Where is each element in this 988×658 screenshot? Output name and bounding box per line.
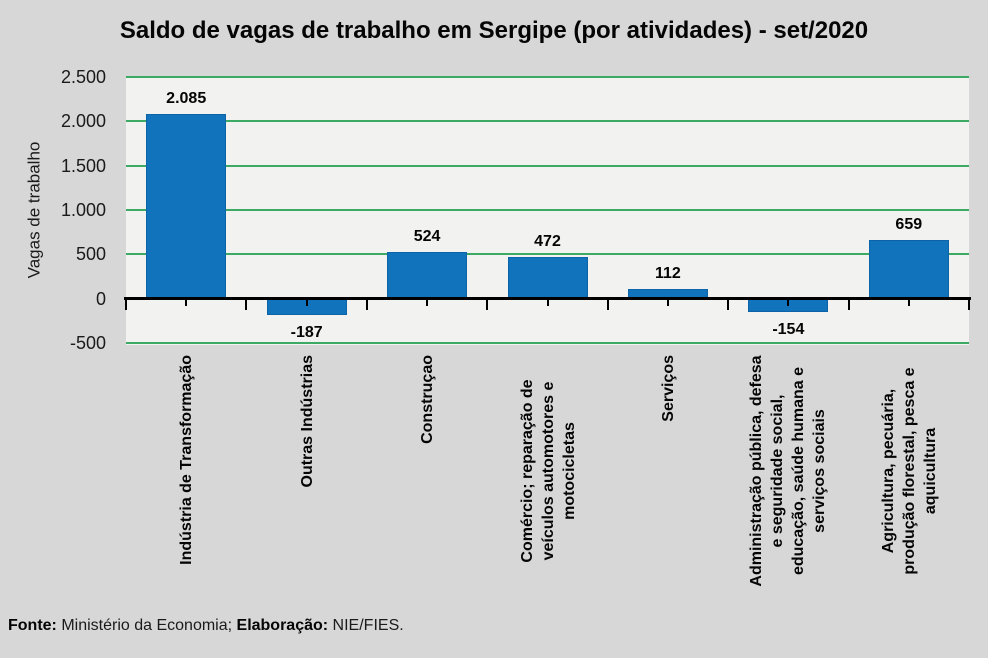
bar-value-label: 472 [534, 232, 561, 250]
bar-value-label: 659 [895, 216, 923, 234]
elaboration-label: Elaboração: [236, 617, 329, 634]
y-tick-label: 500 [75, 244, 106, 265]
axis-tick [305, 297, 308, 307]
axis-tick [426, 297, 429, 307]
elaboration-value: NIE/FIES. [328, 617, 404, 634]
category-label: Administração pública, defesa e segurida… [742, 355, 834, 600]
axis-tick [968, 297, 970, 311]
gridline [126, 164, 969, 167]
y-tick-label: -500 [69, 333, 106, 353]
bar [868, 240, 949, 299]
bar [266, 298, 347, 316]
category-label: Outras Indústrias [261, 355, 353, 600]
category-label: Indústria de Transformação [140, 355, 232, 600]
bar-value-label: 524 [413, 228, 441, 246]
bar [507, 256, 588, 299]
category-label: Construçao [381, 355, 473, 600]
category-label-text: Outras Indústrias [298, 355, 316, 488]
axis-tick [907, 297, 910, 307]
gridline [126, 76, 969, 78]
category-label-text: Construçao [418, 355, 436, 444]
y-tick-label: 1.500 [60, 155, 106, 176]
bar [387, 252, 468, 299]
bar-value-label: 2.085 [166, 89, 207, 107]
source-value: Ministério da Economia; [56, 617, 237, 634]
category-label-text: Serviços [659, 355, 677, 422]
category-label: Agricultura, pecuária, produção floresta… [863, 355, 955, 600]
axis-tick [185, 297, 188, 307]
category-label: Comércio; reparação de veículos automoto… [502, 355, 594, 600]
axis-tick [486, 297, 489, 311]
axis-tick [546, 297, 549, 307]
bar [146, 113, 227, 299]
y-tick-label: 2.500 [60, 67, 106, 87]
chart-title: Saldo de vagas de trabalho em Sergipe (p… [119, 17, 869, 44]
axis-tick [125, 297, 127, 311]
gridline [126, 120, 969, 123]
axis-tick [847, 297, 850, 311]
axis-tick [727, 297, 730, 311]
axis-tick [787, 297, 790, 307]
gridline [126, 253, 969, 256]
bar [627, 288, 708, 299]
category-label-text: Indústria de Transformação [177, 355, 195, 565]
category-label-text: Administração pública, defesa e segurida… [748, 355, 829, 587]
gridline [126, 209, 969, 211]
category-label: Serviços [622, 355, 714, 600]
source-label: Fonte: [8, 617, 57, 634]
category-label-text: Agricultura, pecuária, produção floresta… [879, 367, 939, 575]
source-note: Fonte: Ministério da Economia; Elaboraçã… [8, 617, 978, 635]
y-tick-label: 0 [95, 288, 106, 309]
bar-value-label: -187 [290, 324, 323, 342]
bar-value-label: 112 [655, 264, 681, 282]
gridline [126, 342, 969, 344]
y-tick-label: 1.000 [60, 200, 106, 220]
category-label-text: Comércio; reparação de veículos automoto… [518, 379, 577, 563]
axis-tick [365, 297, 368, 311]
axis-tick [245, 297, 248, 311]
y-tick-label: 2.000 [60, 111, 106, 132]
axis-tick [666, 297, 669, 307]
bar-value-label: -154 [772, 321, 805, 339]
axis-tick [606, 297, 609, 311]
